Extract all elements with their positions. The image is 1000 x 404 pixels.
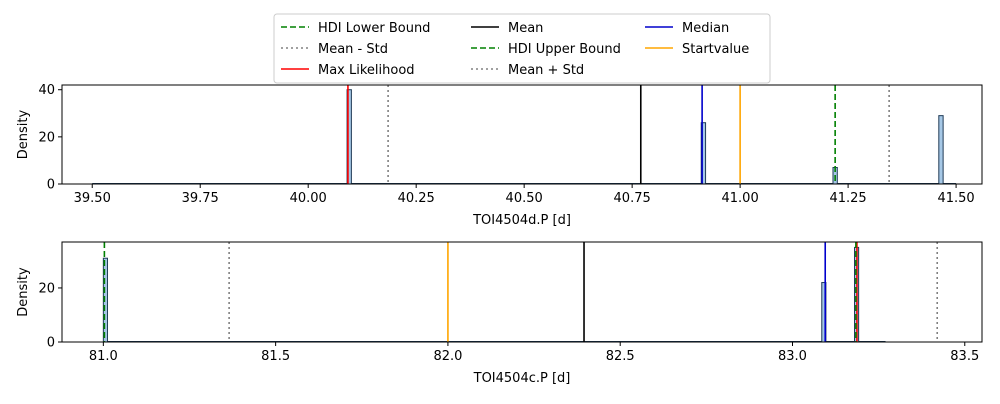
- y-tick-label: 0: [47, 336, 55, 351]
- legend-box: [273, 13, 771, 84]
- x-tick-label: 83.0: [778, 349, 807, 364]
- axes-frame: [61, 241, 983, 343]
- x-tick-label: 39.75: [182, 191, 219, 206]
- x-tick-label: 82.5: [606, 349, 635, 364]
- x-tick-label: 83.5: [950, 349, 979, 364]
- legend-label-0: HDI Lower Bound: [318, 21, 430, 36]
- y-tick-label: 20: [38, 130, 55, 145]
- x-tick-label: 82.0: [433, 349, 462, 364]
- axes-frame: [61, 84, 983, 185]
- x-tick-label: 40.50: [506, 191, 543, 206]
- x-tick-label: 40.75: [614, 191, 651, 206]
- y-tick-label: 0: [47, 178, 55, 193]
- legend-label-7: Startvalue: [682, 42, 749, 57]
- legend-label-2: Max Likelihood: [318, 63, 415, 78]
- x-tick-label: 41.50: [937, 191, 974, 206]
- x-tick-label: 41.00: [722, 191, 759, 206]
- x-tick-label: 40.25: [398, 191, 435, 206]
- x-tick-label: 41.25: [829, 191, 866, 206]
- legend-label-5: Mean + Std: [508, 63, 584, 78]
- x-tick-label: 81.0: [89, 349, 118, 364]
- hist-bar-3: [938, 115, 944, 185]
- y-tick-label: 20: [38, 281, 55, 296]
- x-tick-label: 40.00: [290, 191, 327, 206]
- y-tick-label: 40: [38, 83, 55, 98]
- x-axis-label: TOI4504d.P [d]: [472, 213, 571, 228]
- x-axis-label: TOI4504c.P [d]: [473, 371, 571, 386]
- panel-0: 39.50 39.75 40.00 40.25 40.50 40.75 41.00 41.25…: [16, 83, 983, 228]
- panel-1: 81.0 81.5 82.0 82.5 83.0 83.5 0 20 TOI4504c.P [d…: [16, 241, 983, 386]
- y-axis-label: Density: [16, 267, 31, 317]
- legend-label-1: Mean - Std: [318, 42, 388, 57]
- x-tick-label: 81.5: [261, 349, 290, 364]
- y-axis-label: Density: [16, 109, 31, 159]
- legend-label-3: Mean: [508, 21, 543, 36]
- legend-label-6: Median: [682, 21, 729, 36]
- x-tick-label: 39.50: [74, 191, 111, 206]
- legend-label-4: HDI Upper Bound: [508, 42, 621, 57]
